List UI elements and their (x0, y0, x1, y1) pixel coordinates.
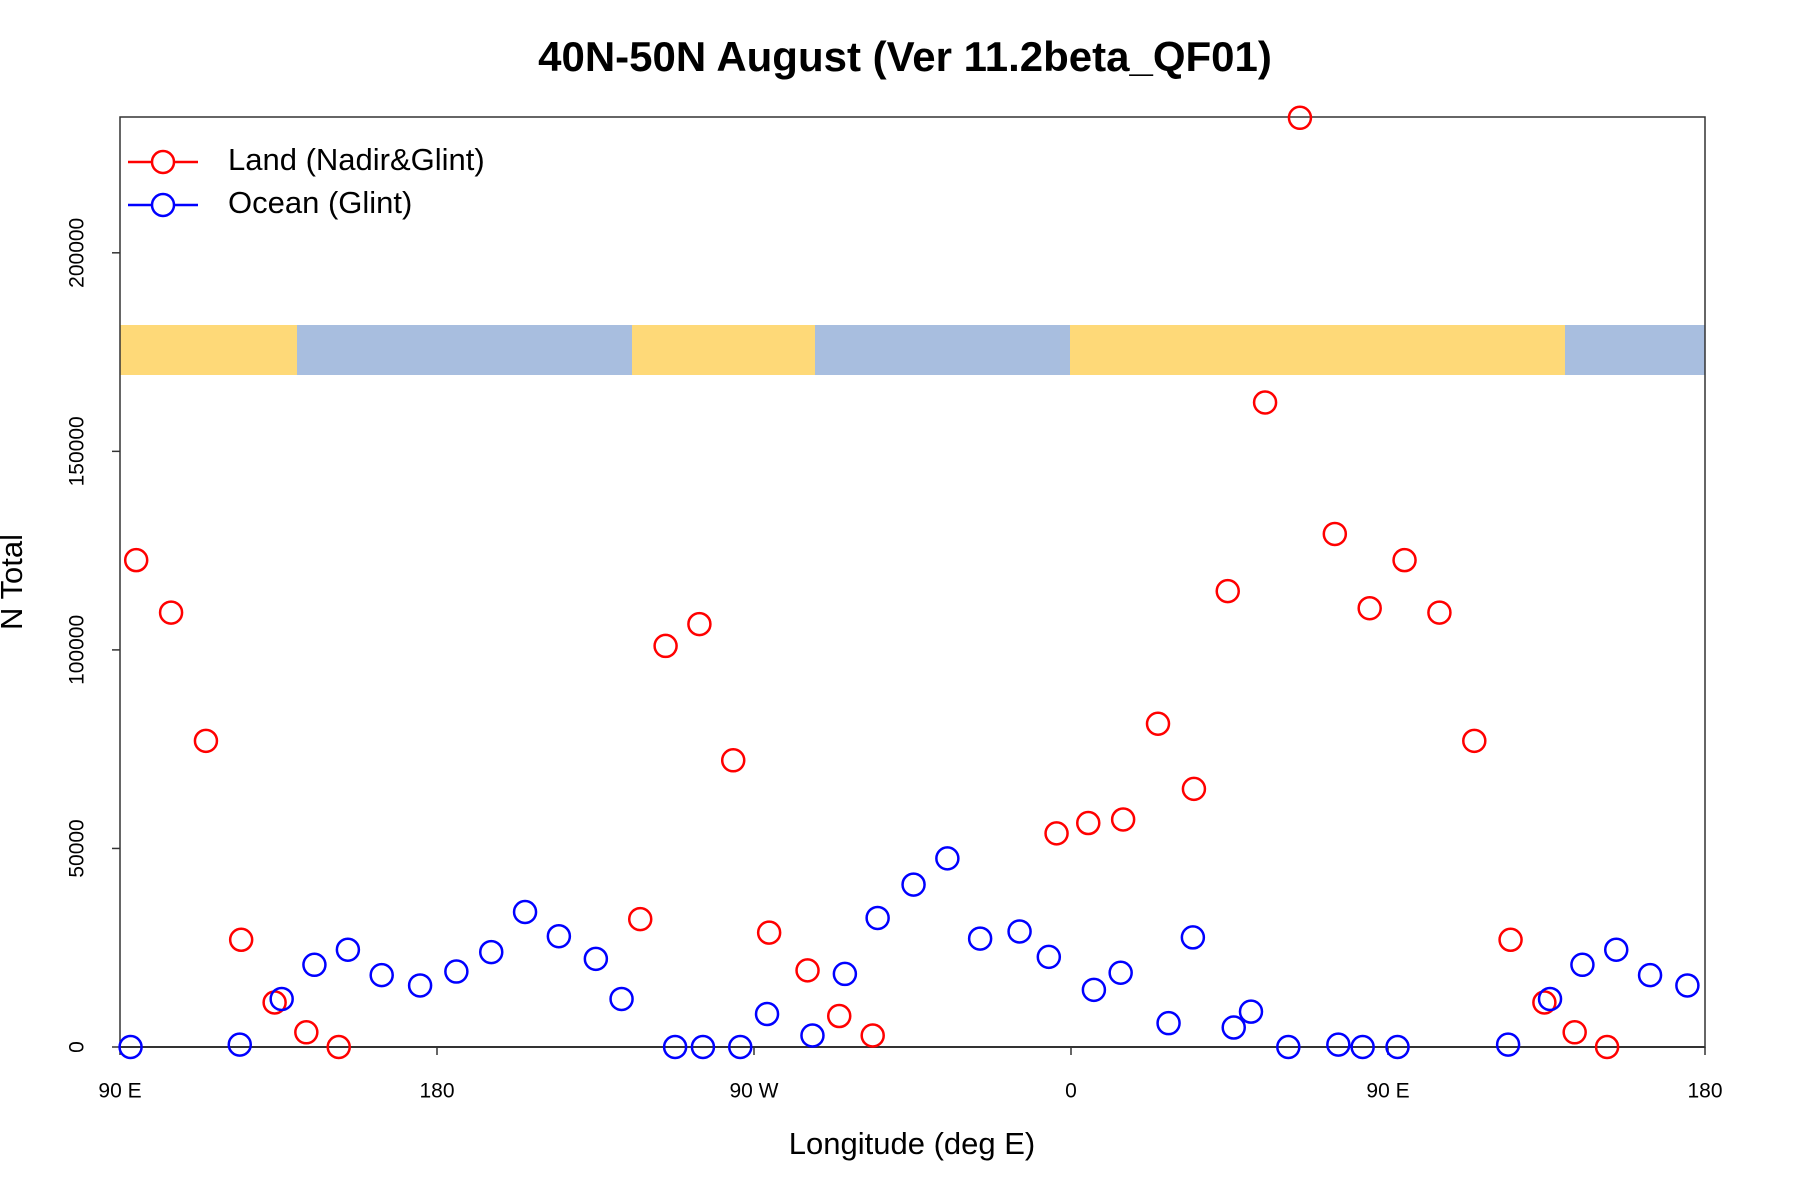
data-point (326, 1034, 351, 1060)
plot-frame (119, 116, 1706, 1048)
data-point (1562, 1020, 1587, 1045)
data-point (800, 1023, 825, 1048)
data-point (754, 1001, 780, 1027)
data-point (512, 899, 538, 925)
map-strip (120, 325, 1705, 375)
legend-marker (150, 149, 176, 175)
data-point (118, 1034, 143, 1060)
data-point (728, 1034, 753, 1060)
legend-marker (150, 192, 176, 218)
data-point (227, 1032, 253, 1057)
data-point (627, 906, 653, 932)
y-tick-label: 100000 (66, 615, 89, 685)
data-point (1238, 999, 1264, 1024)
x-tick-label: 90 W (729, 1080, 778, 1103)
data-point (1603, 937, 1629, 962)
data-point (1252, 390, 1278, 415)
data-point (1532, 990, 1557, 1015)
data-point (158, 600, 184, 625)
data-point (1498, 927, 1523, 953)
data-point (795, 958, 820, 983)
y-axis-label: N Total (0, 534, 29, 630)
data-point (1392, 547, 1417, 573)
data-point (1495, 1032, 1521, 1057)
data-point (1637, 962, 1663, 988)
data-point (690, 1034, 716, 1060)
data-point (1537, 986, 1563, 1012)
data-point (1108, 960, 1133, 985)
data-point (653, 633, 678, 659)
data-point (901, 872, 926, 897)
chart-title: 40N-50N August (Ver 11.2beta_QF01) (538, 33, 1272, 80)
data-point (1036, 944, 1062, 970)
data-point (478, 939, 504, 965)
legend-label: Land (Nadir&Glint) (228, 142, 485, 177)
y-tick-label: 150000 (66, 416, 89, 486)
data-point (860, 1023, 885, 1048)
data-point (756, 920, 782, 945)
data-point (228, 927, 254, 953)
legend-label: Ocean (Glint) (228, 185, 412, 220)
data-point (662, 1034, 688, 1060)
x-axis-label: Longitude (deg E) (789, 1126, 1035, 1161)
data-point (1276, 1034, 1301, 1060)
data-point (302, 952, 327, 978)
data-point (407, 973, 433, 998)
data-point (1007, 919, 1032, 944)
data-point (1156, 1010, 1181, 1036)
data-point (1044, 821, 1069, 846)
data-point (1350, 1034, 1375, 1060)
data-point (335, 937, 361, 962)
x-tick-label: 180 (419, 1080, 454, 1103)
data-point (832, 961, 858, 987)
data-point (1594, 1034, 1620, 1060)
data-point (720, 748, 746, 773)
data-point (444, 959, 469, 984)
data-point (193, 728, 219, 754)
data-point (1215, 578, 1240, 604)
data-point (1081, 977, 1107, 1003)
data-point (1427, 600, 1452, 625)
x-tick-label: 0 (1065, 1080, 1077, 1103)
y-tick-label: 50000 (66, 819, 89, 877)
data-point (1675, 973, 1700, 998)
data-point (269, 986, 294, 1012)
data-point (865, 905, 890, 931)
data-point (967, 926, 993, 951)
data-point (1322, 521, 1348, 547)
data-point (826, 1003, 852, 1029)
data-point (294, 1020, 319, 1045)
data-point (1181, 776, 1207, 802)
data-point (1385, 1034, 1410, 1060)
data-point (1287, 105, 1313, 131)
x-tick-label: 180 (1687, 1080, 1722, 1103)
data-point (546, 923, 572, 949)
y-tick-label: 0 (66, 1041, 89, 1053)
data-point (935, 846, 960, 871)
data-point (1145, 711, 1171, 737)
x-tick-label: 90 E (1366, 1080, 1409, 1103)
data-point (1110, 807, 1136, 832)
data-point (609, 986, 634, 1012)
data-point (583, 946, 609, 972)
data-point (1462, 728, 1487, 754)
data-point (1326, 1032, 1351, 1057)
data-point (1570, 952, 1595, 978)
data-point (1357, 595, 1382, 621)
data-point (1221, 1015, 1246, 1040)
data-point (123, 547, 149, 573)
data-point (687, 611, 712, 637)
y-tick-label: 200000 (66, 218, 89, 288)
x-tick-label: 90 E (98, 1080, 141, 1103)
data-point (369, 962, 394, 988)
data-point (1076, 810, 1101, 836)
data-point (1180, 925, 1206, 950)
